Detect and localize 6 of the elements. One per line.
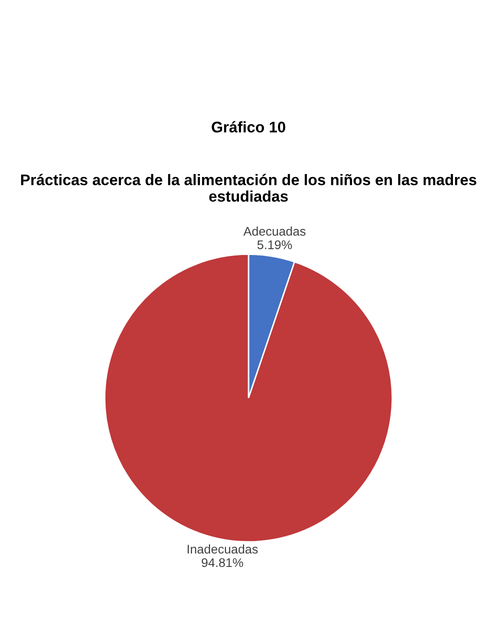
chart-subtitle: Prácticas acerca de la alimentación de los niños en las madres estudiadas xyxy=(21,174,476,202)
slice-label: Adecuadas xyxy=(243,226,306,236)
data-label: 5.19% xyxy=(257,240,292,250)
chart-title: Gráfico 10 xyxy=(212,121,286,132)
data-label: 94.81% xyxy=(202,558,244,568)
slice-label: Inadecuadas xyxy=(188,544,258,554)
